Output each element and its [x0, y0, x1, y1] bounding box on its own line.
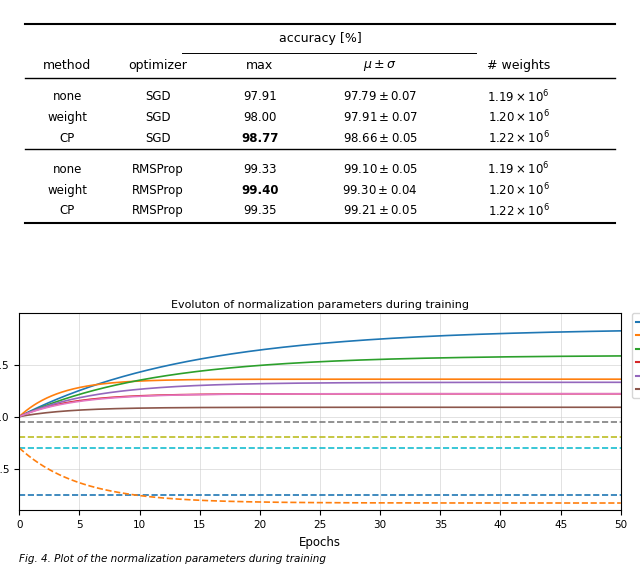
Text: max: max: [246, 59, 273, 72]
Text: 98.00: 98.00: [243, 111, 276, 124]
Text: $1.19\times 10^{6}$: $1.19\times 10^{6}$: [487, 161, 550, 177]
Legend: Sigma, Lambda 1, Lambda 2, Lambda 3, Lambda 4, Lambda 5, Lambda 6, Lambda 7, Lam: Sigma, Lambda 1, Lambda 2, Lambda 3, Lam…: [632, 314, 640, 398]
Text: $1.19\times 10^{6}$: $1.19\times 10^{6}$: [487, 88, 550, 105]
Text: $1.20\times 10^{6}$: $1.20\times 10^{6}$: [488, 182, 549, 198]
Text: $97.79\pm 0.07$: $97.79\pm 0.07$: [343, 90, 417, 103]
Text: RMSProp: RMSProp: [132, 163, 184, 176]
Text: # weights: # weights: [487, 59, 550, 72]
Text: $\mu \pm \sigma$: $\mu \pm \sigma$: [364, 58, 397, 73]
X-axis label: Epochs: Epochs: [299, 536, 341, 549]
Text: 98.77: 98.77: [241, 132, 278, 145]
Text: weight: weight: [47, 111, 87, 124]
Text: weight: weight: [47, 184, 87, 197]
Text: CP: CP: [60, 132, 75, 145]
Text: accuracy [%]: accuracy [%]: [278, 32, 362, 45]
Text: optimizer: optimizer: [128, 59, 187, 72]
Text: 99.35: 99.35: [243, 204, 276, 217]
Text: $1.22\times 10^{6}$: $1.22\times 10^{6}$: [488, 130, 549, 146]
Text: $97.91\pm 0.07$: $97.91\pm 0.07$: [342, 111, 418, 124]
Text: $99.30\pm 0.04$: $99.30\pm 0.04$: [342, 184, 418, 197]
Text: RMSProp: RMSProp: [132, 204, 184, 217]
Text: $1.22\times 10^{6}$: $1.22\times 10^{6}$: [488, 202, 549, 219]
Text: CP: CP: [60, 204, 75, 217]
Text: $98.66\pm 0.05$: $98.66\pm 0.05$: [342, 132, 418, 145]
Text: $99.10\pm 0.05$: $99.10\pm 0.05$: [342, 163, 418, 176]
Text: none: none: [52, 163, 82, 176]
Text: $1.20\times 10^{6}$: $1.20\times 10^{6}$: [488, 109, 549, 126]
Title: Evoluton of normalization parameters during training: Evoluton of normalization parameters dur…: [171, 301, 469, 310]
Text: method: method: [44, 59, 92, 72]
Text: RMSProp: RMSProp: [132, 184, 184, 197]
Text: 99.33: 99.33: [243, 163, 276, 176]
Text: $99.21\pm 0.05$: $99.21\pm 0.05$: [343, 204, 417, 217]
Text: SGD: SGD: [145, 90, 170, 103]
Text: Fig. 4. Plot of the normalization parameters during training: Fig. 4. Plot of the normalization parame…: [19, 554, 326, 564]
Text: 97.91: 97.91: [243, 90, 276, 103]
Text: SGD: SGD: [145, 111, 170, 124]
Text: 99.40: 99.40: [241, 184, 278, 197]
Text: none: none: [52, 90, 82, 103]
Text: SGD: SGD: [145, 132, 170, 145]
